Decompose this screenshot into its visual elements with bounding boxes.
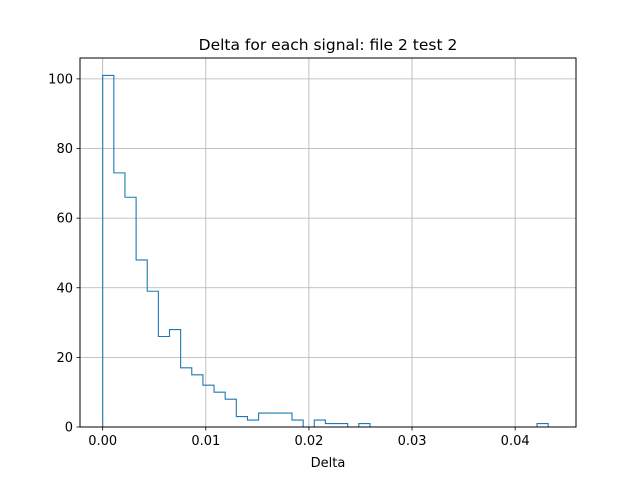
histogram-bin [114,173,125,427]
histogram-bin [292,420,303,427]
histogram-bin [259,413,270,427]
y-tick-label: 80 [56,142,73,157]
histogram-bin [281,413,292,427]
histogram-bin [181,368,192,427]
histogram-bin [537,424,548,427]
histogram-bin [270,413,281,427]
y-axis-ticks: 0 20 40 60 80 100 [48,72,80,436]
histogram-bin [236,417,247,427]
x-tick-label: 0.00 [88,434,117,449]
x-tick-label: 0.01 [191,434,220,449]
histogram-bin [247,420,258,427]
y-tick-label: 60 [56,212,73,227]
x-tick-label: 0.02 [294,434,323,449]
histogram-bin [170,330,181,427]
plot-frame [79,57,577,428]
y-tick-label: 0 [65,421,73,436]
histogram-bin [214,392,225,427]
x-tick-label: 0.03 [398,434,427,449]
chart-title: Delta for each signal: file 2 test 2 [199,36,458,54]
histogram-bin [125,197,136,427]
x-tick-label: 0.04 [501,434,530,449]
y-tick-label: 20 [56,351,73,366]
y-tick-label: 100 [48,72,73,87]
histogram-bin [314,420,325,427]
histogram-bin [203,385,214,427]
histogram-bin [136,260,147,427]
histogram-bin [158,336,169,427]
histogram-bin [103,75,114,427]
histogram-bin [337,424,348,427]
x-axis-ticks: 0.00 0.01 0.02 0.03 0.04 [88,427,530,449]
histogram-bin [325,424,336,427]
histogram-bin [359,424,370,427]
y-tick-label: 40 [56,281,73,296]
histogram-bin [225,399,236,427]
histogram-bin [147,291,158,427]
x-axis-label: Delta [311,456,346,471]
histogram-bin [192,375,203,427]
